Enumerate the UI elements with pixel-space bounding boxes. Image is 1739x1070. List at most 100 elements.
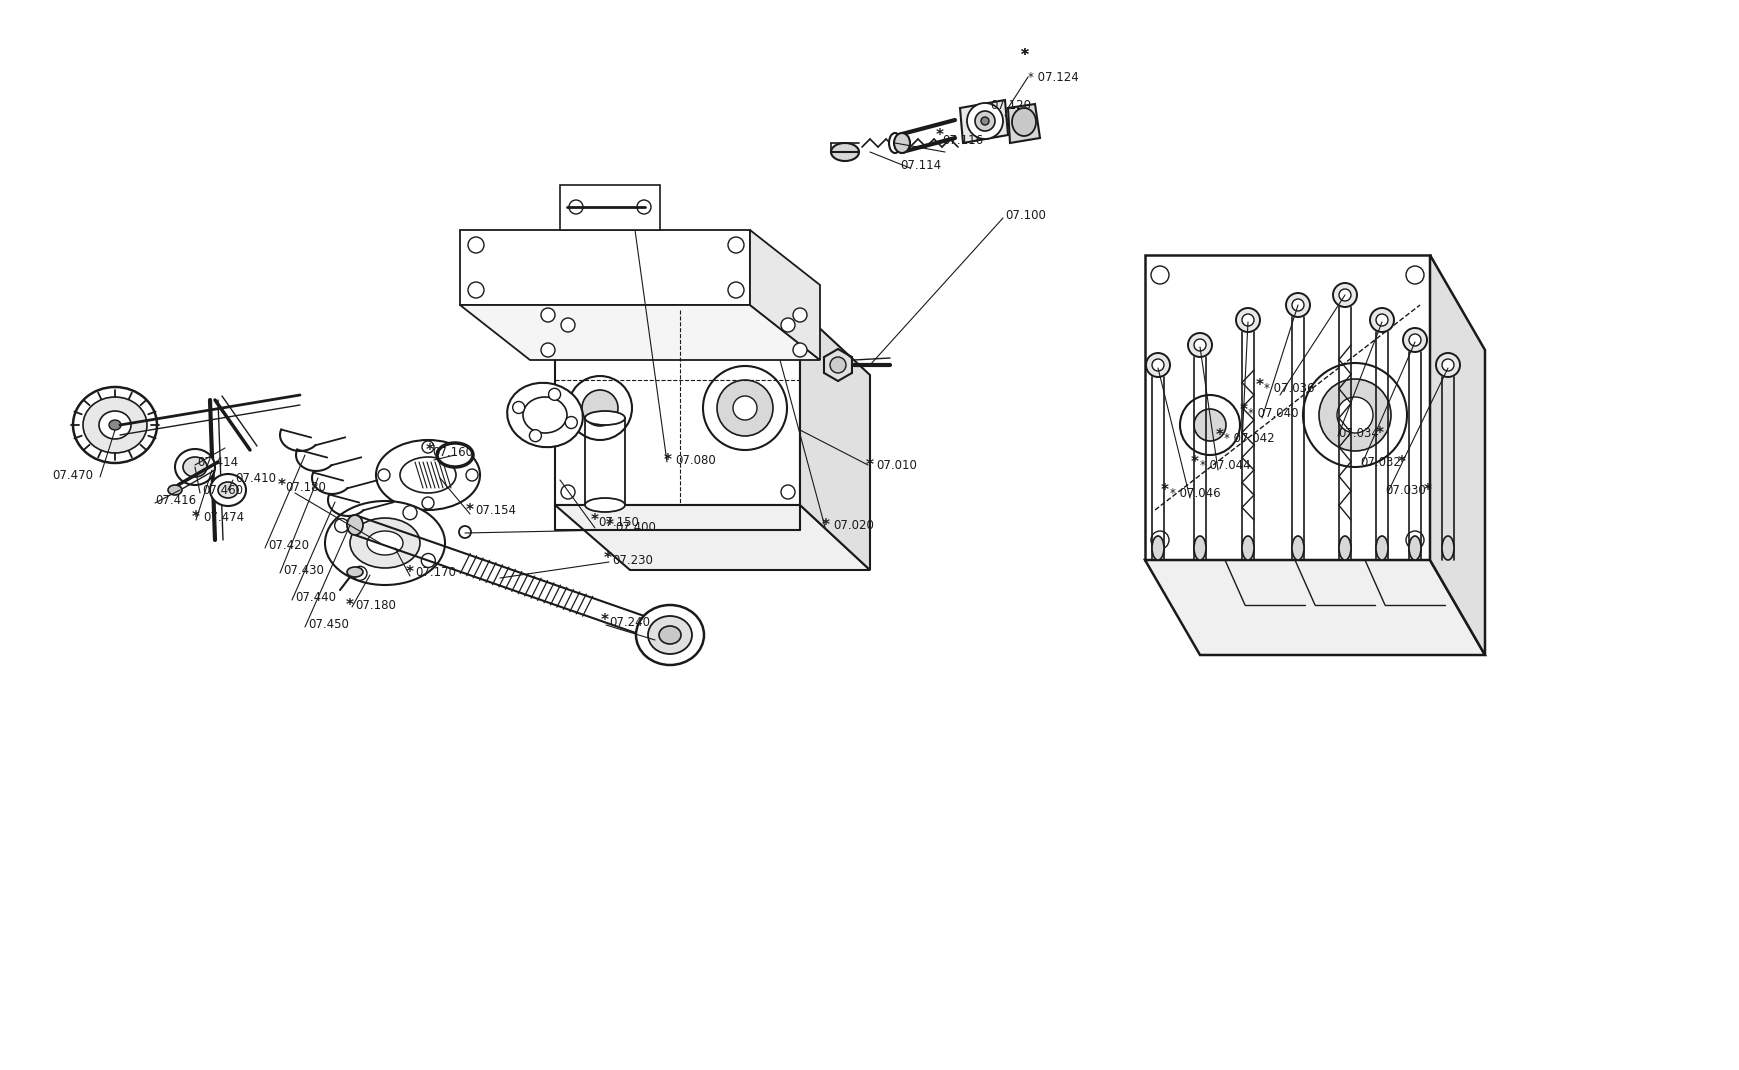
Circle shape bbox=[1336, 397, 1372, 433]
Ellipse shape bbox=[176, 449, 216, 485]
Text: 07.420: 07.420 bbox=[268, 538, 310, 551]
Ellipse shape bbox=[894, 133, 909, 153]
Ellipse shape bbox=[584, 411, 624, 425]
Ellipse shape bbox=[523, 397, 567, 433]
Ellipse shape bbox=[974, 111, 995, 131]
Circle shape bbox=[567, 376, 631, 440]
Circle shape bbox=[560, 318, 574, 332]
Text: *: * bbox=[1021, 47, 1028, 62]
Circle shape bbox=[581, 389, 617, 426]
Text: 07.414: 07.414 bbox=[197, 456, 238, 469]
Ellipse shape bbox=[1292, 536, 1303, 560]
Polygon shape bbox=[800, 310, 870, 570]
Polygon shape bbox=[459, 305, 819, 360]
Circle shape bbox=[565, 416, 577, 428]
Circle shape bbox=[781, 485, 795, 499]
Text: 07.034: 07.034 bbox=[1337, 427, 1377, 440]
Circle shape bbox=[727, 236, 744, 253]
Ellipse shape bbox=[1242, 536, 1254, 560]
Circle shape bbox=[793, 308, 807, 322]
Circle shape bbox=[732, 396, 756, 421]
Text: 07.410: 07.410 bbox=[235, 472, 277, 485]
Text: *: * bbox=[1396, 455, 1405, 470]
Circle shape bbox=[468, 282, 483, 299]
Circle shape bbox=[459, 526, 471, 538]
Text: *: * bbox=[1216, 428, 1223, 443]
Circle shape bbox=[1339, 289, 1349, 301]
Text: *: * bbox=[278, 477, 285, 492]
Text: 07.170: 07.170 bbox=[416, 566, 456, 579]
Circle shape bbox=[703, 366, 786, 450]
Ellipse shape bbox=[73, 387, 157, 463]
Polygon shape bbox=[555, 505, 870, 570]
Text: *: * bbox=[866, 458, 873, 473]
Circle shape bbox=[548, 388, 560, 400]
Ellipse shape bbox=[183, 457, 207, 477]
Text: *: * bbox=[603, 550, 612, 566]
Circle shape bbox=[1146, 353, 1169, 377]
Circle shape bbox=[793, 343, 807, 357]
Circle shape bbox=[636, 200, 650, 214]
Circle shape bbox=[1402, 328, 1426, 352]
Circle shape bbox=[981, 117, 988, 125]
Text: 07.030: 07.030 bbox=[1384, 484, 1424, 496]
Text: 07.150: 07.150 bbox=[598, 516, 638, 529]
Text: 07.120: 07.120 bbox=[989, 98, 1031, 111]
Text: 07.032: 07.032 bbox=[1360, 456, 1400, 469]
Polygon shape bbox=[1144, 560, 1483, 655]
Polygon shape bbox=[1429, 255, 1483, 655]
Text: 07.474: 07.474 bbox=[203, 510, 243, 523]
Polygon shape bbox=[1144, 255, 1429, 560]
Circle shape bbox=[377, 469, 390, 482]
Ellipse shape bbox=[967, 103, 1002, 139]
Text: 07.240: 07.240 bbox=[609, 615, 650, 628]
Text: *: * bbox=[191, 509, 200, 524]
Circle shape bbox=[1292, 299, 1303, 311]
Text: * 07.044: * 07.044 bbox=[1200, 459, 1250, 472]
Circle shape bbox=[1149, 531, 1169, 549]
Circle shape bbox=[560, 485, 574, 499]
Ellipse shape bbox=[210, 474, 245, 506]
Text: *: * bbox=[605, 518, 614, 533]
Ellipse shape bbox=[506, 383, 583, 447]
Ellipse shape bbox=[325, 501, 445, 585]
Circle shape bbox=[727, 282, 744, 299]
Polygon shape bbox=[555, 310, 800, 505]
Circle shape bbox=[1193, 339, 1205, 351]
Ellipse shape bbox=[1193, 536, 1205, 560]
Text: 07.450: 07.450 bbox=[308, 617, 350, 630]
Circle shape bbox=[423, 441, 433, 453]
Text: 07.180: 07.180 bbox=[285, 480, 325, 493]
Circle shape bbox=[569, 200, 583, 214]
Circle shape bbox=[1179, 395, 1240, 455]
Text: *: * bbox=[936, 127, 944, 142]
Circle shape bbox=[541, 343, 555, 357]
Ellipse shape bbox=[659, 626, 680, 644]
Text: *: * bbox=[821, 518, 830, 533]
Circle shape bbox=[423, 496, 433, 509]
Text: 07.400: 07.400 bbox=[614, 520, 656, 534]
Circle shape bbox=[1242, 314, 1254, 326]
Text: *: * bbox=[1189, 455, 1198, 470]
Circle shape bbox=[781, 318, 795, 332]
Ellipse shape bbox=[1151, 536, 1163, 560]
Ellipse shape bbox=[647, 616, 692, 654]
Text: 07.180: 07.180 bbox=[355, 598, 396, 611]
Ellipse shape bbox=[400, 457, 456, 493]
Polygon shape bbox=[459, 230, 750, 305]
Text: 07.416: 07.416 bbox=[155, 493, 197, 506]
Circle shape bbox=[421, 553, 435, 567]
Circle shape bbox=[1435, 353, 1459, 377]
Circle shape bbox=[466, 469, 478, 482]
Ellipse shape bbox=[1339, 536, 1349, 560]
Text: * 07.036: * 07.036 bbox=[1263, 382, 1313, 395]
Polygon shape bbox=[960, 100, 1007, 143]
Text: *: * bbox=[1423, 483, 1431, 498]
Text: *: * bbox=[1240, 402, 1247, 417]
Circle shape bbox=[1405, 266, 1423, 284]
Circle shape bbox=[1405, 531, 1423, 549]
Circle shape bbox=[1193, 409, 1226, 441]
Circle shape bbox=[1285, 293, 1309, 317]
Circle shape bbox=[1376, 314, 1388, 326]
Circle shape bbox=[1149, 266, 1169, 284]
